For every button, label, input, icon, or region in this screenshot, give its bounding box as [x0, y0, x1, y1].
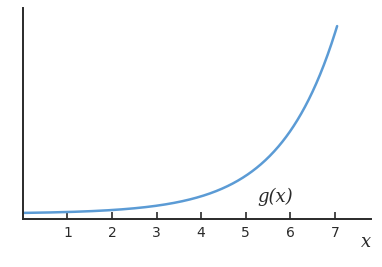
Text: x: x	[361, 233, 371, 251]
Text: g(x): g(x)	[257, 188, 293, 206]
